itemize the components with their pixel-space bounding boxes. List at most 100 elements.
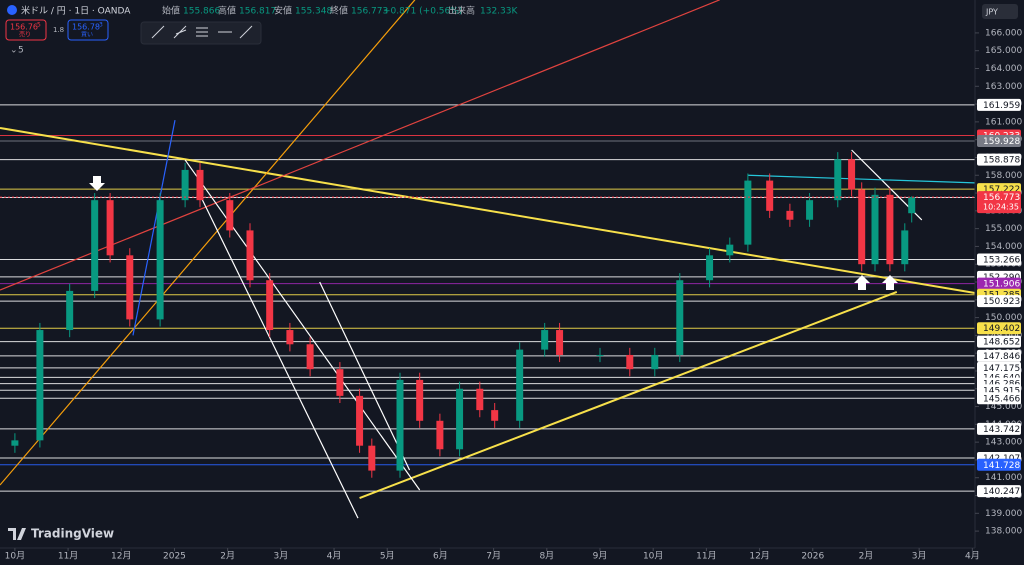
candle-body — [156, 200, 164, 320]
trendline — [132, 119, 176, 336]
tool-trendline[interactable] — [151, 25, 165, 39]
level-label: 143.742 — [983, 425, 1020, 435]
buy-digit[interactable]: 3 — [99, 22, 103, 29]
sell-label[interactable]: 売り — [19, 31, 31, 39]
candle-body — [901, 230, 909, 265]
x-tick-label: 9月 — [593, 551, 608, 562]
candle-body — [66, 290, 74, 331]
level-label: 145.466 — [983, 394, 1020, 404]
candle-body — [416, 379, 424, 421]
candle-body — [356, 395, 364, 446]
candle-body — [726, 244, 734, 256]
arrow-down — [89, 176, 105, 191]
logo-mark — [8, 528, 26, 540]
y-tick-label: 161.000 — [985, 117, 1022, 127]
trendline — [0, 126, 976, 295]
tool-ray[interactable] — [239, 25, 253, 39]
candle-body — [744, 180, 752, 245]
y-tick-label: 154.000 — [985, 242, 1022, 252]
x-tick-label: 6月 — [433, 551, 448, 562]
level-label-box — [977, 392, 1021, 405]
sell-digit[interactable]: 5 — [37, 22, 41, 29]
level-label-box — [977, 295, 1021, 308]
y-tick-label: 166.000 — [985, 28, 1022, 38]
change: +0.871 (+0.56%) — [383, 7, 462, 17]
y-tick-label: 163.000 — [985, 82, 1022, 92]
open-value: 155.866 — [183, 7, 220, 17]
candle-body — [196, 169, 204, 201]
y-tick-label: 150.000 — [985, 313, 1022, 323]
x-tick-label: 2025 — [163, 552, 186, 562]
x-tick-label: 7月 — [486, 551, 501, 562]
currency[interactable]: JPY — [985, 8, 998, 17]
buy-price[interactable]: 156.78 — [72, 23, 100, 32]
candle-body — [491, 410, 499, 421]
level-label: 147.846 — [983, 352, 1020, 362]
candle-body — [858, 189, 866, 265]
buy-label[interactable]: 買い — [81, 32, 93, 39]
candle-body — [908, 197, 916, 214]
candle-body — [766, 180, 774, 211]
candle-body — [706, 255, 714, 281]
close-label: 終値 — [330, 5, 348, 17]
x-tick-label: 2月 — [859, 551, 874, 562]
sell-price[interactable]: 156.76 — [10, 23, 38, 32]
level-label-box — [977, 277, 1021, 290]
trendline — [0, 0, 416, 486]
volume-label: 出来高 — [448, 5, 475, 17]
level-label: 157.222 — [983, 185, 1020, 195]
level-label: 141.728 — [983, 461, 1020, 471]
open-label: 始値 — [162, 5, 180, 17]
candle-body — [651, 354, 659, 370]
candle-body — [181, 169, 189, 201]
drawing-toolbar — [140, 21, 262, 45]
trendline — [319, 281, 411, 471]
level-label: 140.247 — [983, 487, 1020, 497]
symbol-icon — [7, 5, 17, 15]
level-label: 161.959 — [983, 101, 1020, 111]
level-label-box — [977, 322, 1021, 335]
tool-channel[interactable] — [173, 25, 187, 39]
countdown: 10:24:35 — [983, 203, 1019, 212]
high-value: 156.817 — [239, 7, 276, 17]
currency-button[interactable] — [982, 4, 1018, 19]
candle-body — [476, 388, 484, 411]
sell-button[interactable] — [5, 19, 47, 41]
candle-body — [848, 159, 856, 190]
symbol: 米ドル / 円 · 1日 · OANDA — [21, 5, 131, 17]
candle-body — [336, 369, 344, 396]
close-value: 156.773 — [351, 7, 388, 17]
candle-body — [11, 440, 19, 446]
level-label-box — [977, 422, 1021, 435]
level-label-box — [977, 361, 1021, 374]
candle-body — [541, 330, 549, 350]
level-label: 159.928 — [983, 137, 1020, 147]
candle-body — [226, 200, 234, 231]
level-label-box — [977, 253, 1021, 266]
candle-body — [266, 280, 274, 331]
y-tick-label: 164.000 — [985, 64, 1022, 74]
level-label-box — [977, 335, 1021, 348]
level-label: 147.175 — [983, 364, 1020, 374]
arrows — [89, 176, 898, 290]
level-label-box — [977, 98, 1021, 111]
indicator-toggle[interactable]: ⌄ — [10, 46, 18, 56]
candle-body — [106, 200, 114, 256]
x-tick-label: 10月 — [5, 551, 25, 562]
indicator-count[interactable]: 5 — [18, 46, 24, 56]
low-value: 155.348 — [295, 7, 332, 17]
trendline — [359, 291, 898, 499]
current-price-box — [977, 191, 1021, 214]
candle-body — [516, 349, 524, 421]
candle-body — [286, 330, 294, 345]
y-tick-label: 155.000 — [985, 224, 1022, 234]
candle-body — [834, 159, 842, 201]
candle-body — [306, 344, 314, 370]
x-tick-label: 2月 — [220, 551, 235, 562]
x-tick-label: 10月 — [643, 551, 663, 562]
x-tick-label: 11月 — [696, 551, 716, 562]
buy-button[interactable] — [67, 19, 109, 41]
trendline — [184, 159, 421, 491]
tool-fib[interactable] — [196, 27, 208, 37]
